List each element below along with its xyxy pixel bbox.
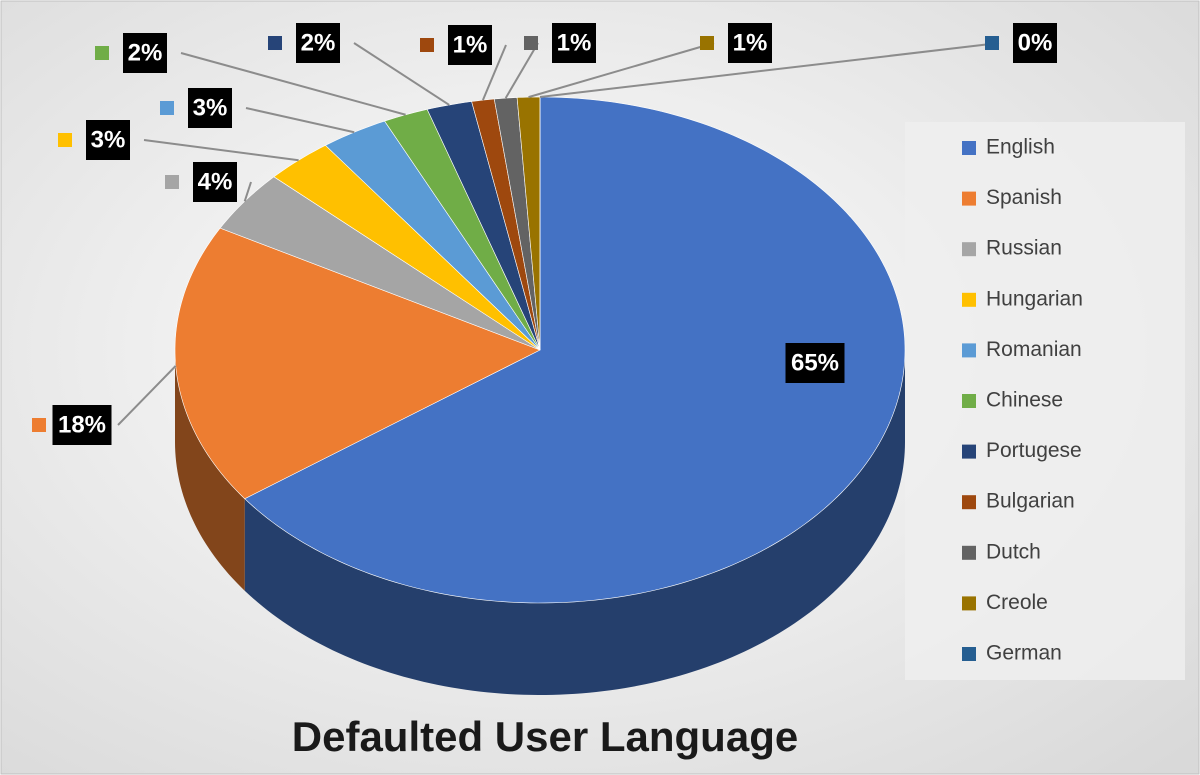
label-marker bbox=[420, 38, 434, 52]
label-box bbox=[86, 120, 130, 160]
legend: English Spanish Russian Hungarian Romanian Ch… bbox=[962, 136, 1083, 665]
legend-label: Russian bbox=[986, 237, 1062, 260]
leader-line bbox=[143, 139, 299, 162]
label-marker bbox=[524, 36, 538, 50]
data-label: 1% bbox=[733, 29, 768, 56]
leader-line bbox=[528, 42, 715, 99]
data-label: 65% bbox=[791, 349, 839, 376]
label-box bbox=[188, 88, 232, 128]
label-marker bbox=[58, 133, 72, 147]
legend-label: Hungarian bbox=[986, 287, 1083, 310]
pie-sides bbox=[175, 350, 905, 695]
data-label: 1% bbox=[453, 31, 488, 58]
legend-label: Romanian bbox=[986, 338, 1082, 361]
legend-swatch bbox=[962, 191, 976, 206]
leader-line bbox=[180, 52, 406, 116]
legend-label: Bulgarian bbox=[986, 490, 1075, 513]
legend-swatch bbox=[962, 394, 976, 408]
slice-side bbox=[244, 350, 905, 695]
data-label: 3% bbox=[91, 126, 126, 153]
slice bbox=[174, 227, 541, 500]
label-box bbox=[728, 23, 772, 63]
leader-line bbox=[539, 42, 1000, 98]
label-box bbox=[448, 25, 492, 65]
label-marker bbox=[268, 36, 282, 50]
legend-swatch bbox=[962, 495, 976, 510]
legend-panel bbox=[905, 122, 1185, 680]
label-marker bbox=[32, 418, 46, 432]
legend-swatch bbox=[962, 647, 976, 661]
data-label: 18% bbox=[58, 411, 106, 438]
chart-title: Defaulted User Language bbox=[292, 713, 798, 760]
label-marker bbox=[160, 101, 174, 115]
label-box bbox=[785, 343, 845, 383]
legend-label: German bbox=[986, 642, 1062, 665]
legend-swatch bbox=[962, 444, 976, 459]
leader-line bbox=[243, 181, 252, 202]
legend-swatch bbox=[962, 596, 976, 611]
data-labels: 65% 18% 4% 3% 3% 2% 2% 1% 1% 1% 0% bbox=[32, 23, 1057, 445]
slice-side bbox=[175, 350, 245, 591]
legend-swatch bbox=[962, 343, 976, 358]
slice bbox=[324, 120, 541, 351]
slice bbox=[219, 176, 541, 351]
label-box bbox=[193, 162, 237, 202]
legend-label: Dutch bbox=[986, 540, 1041, 563]
legend-label: Creole bbox=[986, 591, 1048, 614]
label-marker bbox=[165, 175, 179, 189]
label-box bbox=[552, 23, 596, 63]
legend-swatch bbox=[962, 545, 976, 560]
leader-line bbox=[481, 44, 507, 101]
label-marker bbox=[95, 46, 109, 60]
pie-tops bbox=[174, 96, 906, 604]
data-label: 1% bbox=[557, 29, 592, 56]
legend-swatch bbox=[962, 141, 976, 155]
legend-label: English bbox=[986, 136, 1055, 159]
legend-swatch bbox=[962, 242, 976, 257]
label-box bbox=[296, 23, 340, 63]
label-box bbox=[1013, 23, 1057, 63]
label-marker bbox=[985, 36, 999, 50]
data-label: 4% bbox=[198, 168, 233, 195]
leader-line bbox=[504, 42, 539, 99]
leader-line bbox=[117, 365, 177, 426]
data-label: 2% bbox=[301, 29, 336, 56]
slice bbox=[426, 101, 541, 351]
leader-line bbox=[245, 107, 355, 134]
data-label: 0% bbox=[1018, 29, 1053, 56]
label-box bbox=[123, 33, 167, 73]
leader-line bbox=[353, 42, 450, 106]
legend-swatch bbox=[962, 292, 976, 307]
label-box bbox=[52, 405, 112, 445]
label-marker bbox=[700, 36, 714, 50]
slice bbox=[244, 96, 906, 604]
legend-label: Spanish bbox=[986, 186, 1062, 209]
slice bbox=[384, 109, 541, 351]
legend-label: Chinese bbox=[986, 389, 1063, 412]
legend-label: Portugese bbox=[986, 439, 1082, 462]
data-label: 2% bbox=[128, 39, 163, 66]
data-label: 3% bbox=[193, 94, 228, 121]
